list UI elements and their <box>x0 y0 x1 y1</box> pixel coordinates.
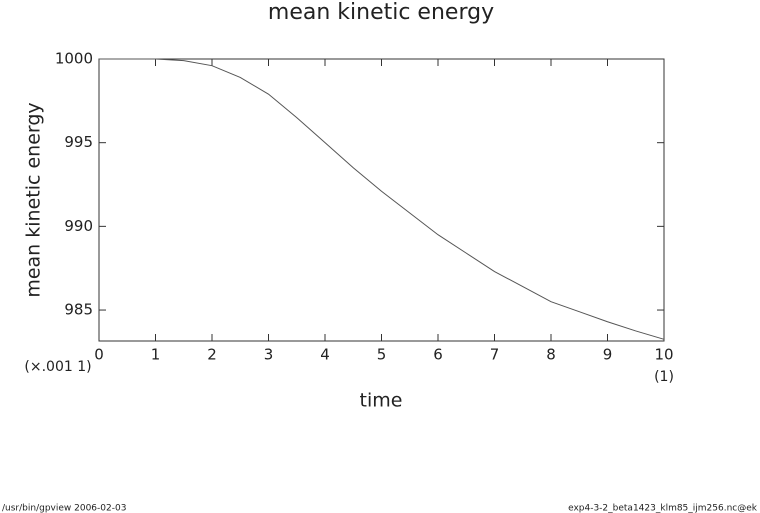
x-tick-label: 1 <box>151 346 161 364</box>
x-tick-label: 0 <box>94 346 104 364</box>
x-tick-label: 3 <box>264 346 274 364</box>
chart-title: mean kinetic energy <box>268 0 494 25</box>
footer-left: /usr/bin/gpview 2006-02-03 <box>2 504 126 513</box>
x-tick-label: 7 <box>490 346 500 364</box>
data-line <box>99 58 665 340</box>
x-tick-label: 9 <box>603 346 613 364</box>
x-tick-label: 5 <box>377 346 387 364</box>
y-axis-label: mean kinetic energy <box>23 102 45 297</box>
y-tick-label: 1000 <box>55 50 93 68</box>
y-tick-label: 995 <box>64 133 93 151</box>
x-axis-label: time <box>360 390 403 412</box>
x-tick-label: 10 <box>654 346 673 364</box>
x-tick-label: 4 <box>320 346 330 364</box>
x-tick-label: 6 <box>433 346 443 364</box>
x-unit-note: (1) <box>654 369 674 385</box>
x-tick-label: 8 <box>546 346 556 364</box>
x-tick-label: 2 <box>207 346 217 364</box>
x-scale-note: (×.001 1) <box>24 359 91 375</box>
y-tick-label: 985 <box>64 301 93 319</box>
plot-frame <box>98 58 665 342</box>
y-tick-label: 990 <box>64 217 93 235</box>
footer-right: exp4-3-2_beta1423_klm85_ijm256.nc@ek <box>568 504 758 513</box>
